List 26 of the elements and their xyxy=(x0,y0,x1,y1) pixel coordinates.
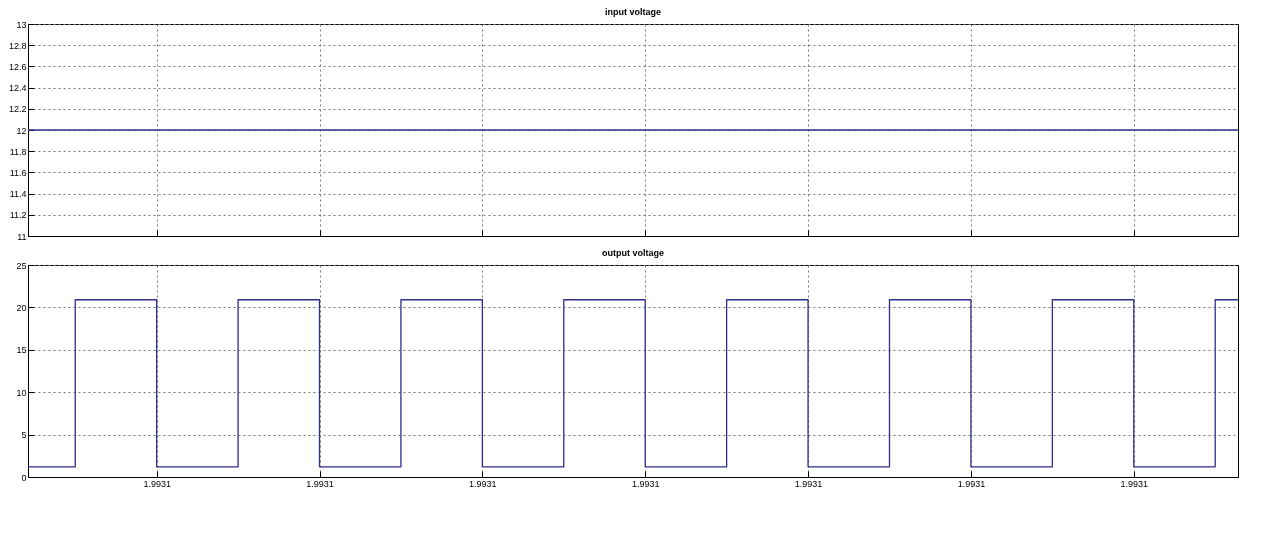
x-tick-label: 1.9931 xyxy=(957,478,986,489)
y-tick-label: 20 xyxy=(16,302,27,313)
x-tick-label: 1.9931 xyxy=(794,478,823,489)
y-tick-label: 11 xyxy=(17,231,27,242)
x-tick-label: 1.9931 xyxy=(306,478,334,489)
chart-title: output voltage xyxy=(602,248,664,258)
y-tick-label: 11.4 xyxy=(9,189,27,200)
x-tick-label: 1.9931 xyxy=(143,478,171,489)
y-tick-label: 11.6 xyxy=(9,167,27,178)
chart-title: input voltage xyxy=(605,7,661,17)
y-tick-label: 12.4 xyxy=(8,83,27,94)
x-tick-label: 1.9931 xyxy=(631,478,660,489)
y-tick-label: 12 xyxy=(16,125,27,136)
y-tick-label: 15 xyxy=(16,345,27,356)
y-tick-label: 10 xyxy=(16,387,27,398)
x-tick-label: 1.9931 xyxy=(469,478,497,489)
y-tick-label: 11.2 xyxy=(9,210,27,221)
y-tick-label: 12.6 xyxy=(8,61,27,72)
y-tick-label: 11.8 xyxy=(9,146,27,157)
x-tick-label: 1.9931 xyxy=(1120,478,1149,489)
y-tick-label: 25 xyxy=(16,260,27,271)
y-tick-label: 0 xyxy=(21,472,27,483)
y-tick-label: 12.2 xyxy=(8,104,27,115)
y-tick-label: 12.8 xyxy=(8,40,27,51)
y-tick-label: 5 xyxy=(21,430,27,441)
y-tick-label: 13 xyxy=(16,19,27,30)
